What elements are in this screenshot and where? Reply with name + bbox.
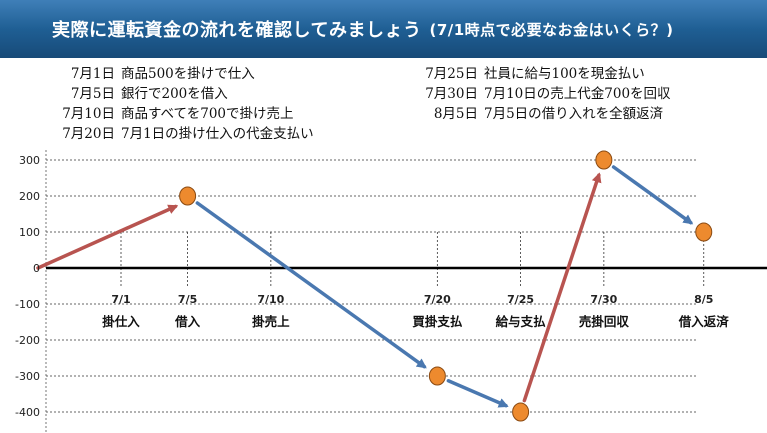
event-text: 社員に給与100を現金払い: [484, 66, 645, 82]
title-banner: [0, 0, 767, 58]
event-date: 7月20日: [62, 126, 115, 142]
event-item: 7月1日 商品500を掛けで仕入: [60, 64, 314, 84]
balance-point: [179, 186, 197, 206]
x-event-label: 掛仕入: [102, 314, 140, 329]
y-tick-label: -200: [15, 334, 40, 347]
y-tick-label: 200: [19, 190, 40, 203]
x-event-label: 給与支払: [496, 314, 547, 329]
event-text: 商品すべてを700で掛け売上: [121, 106, 294, 122]
flow-arrow: [611, 165, 694, 225]
event-date: 7月5日: [70, 86, 115, 102]
event-text: 7月10日の売上代金700を回収: [484, 86, 671, 102]
x-date-label: 7/1: [111, 293, 130, 306]
balance-point: [595, 150, 613, 170]
x-date-label: 8/5: [694, 293, 713, 306]
arrow-layer: [36, 165, 694, 408]
event-item: 7月30日 7月10日の売上代金700を回収: [422, 84, 671, 104]
x-date-label: 7/25: [507, 293, 534, 306]
y-tick-label: 100: [19, 226, 40, 239]
event-text: 商品500を掛けで仕入: [121, 66, 255, 82]
y-tick-label: 300: [19, 154, 40, 167]
banner-subtitle: (7/1時点で必要なお金はいくら？): [429, 20, 674, 39]
x-event-label: 買掛支払: [412, 314, 463, 329]
flow-arrow: [36, 204, 179, 270]
y-tick-label: 0: [33, 262, 40, 275]
event-date: 7月10日: [62, 106, 115, 122]
x-date-label: 7/10: [257, 293, 284, 306]
y-tick-label: -400: [15, 406, 40, 419]
point-layer: [179, 150, 713, 422]
y-tick-label: -100: [15, 298, 40, 311]
event-item: 7月25日 社員に給与100を現金払い: [422, 64, 671, 84]
balance-point: [428, 366, 446, 386]
event-list-right: 7月25日 社員に給与100を現金払い 7月30日 7月10日の売上代金700を回収…: [422, 64, 671, 124]
banner-title: 実際に運転資金の流れを確認してみましょう: [52, 20, 422, 41]
balance-point: [695, 222, 713, 242]
event-date: 7月30日: [425, 86, 478, 102]
grid-layer: [46, 159, 705, 413]
flow-arrow: [195, 201, 427, 369]
balance-point: [512, 402, 530, 422]
label-layer: 300 200 100 0 -100 -200 -300 -400 7/1 掛仕入 7/5 借入 7/1…: [15, 154, 729, 419]
event-item: 8月5日 7月5日の借り入れを全額返済: [422, 104, 671, 124]
x-event-label: 借入: [174, 314, 201, 329]
event-list-left: 7月1日 商品500を掛けで仕入 7月5日 銀行で200を借入 7月10日 商品すべて…: [60, 64, 314, 144]
x-event-label: 掛売上: [252, 314, 290, 329]
x-date-label: 7/5: [178, 293, 197, 306]
event-date: 8月5日: [433, 106, 478, 122]
axis-layer: [45, 150, 767, 433]
event-item: 7月5日 銀行で200を借入: [60, 84, 314, 104]
event-text: 7月5日の借り入れを全額返済: [484, 106, 664, 122]
event-date: 7月1日: [70, 66, 115, 82]
event-item: 7月10日 商品すべてを700で掛け売上: [60, 104, 314, 124]
flow-arrow: [446, 379, 509, 408]
banner-title-wrap: 実際に運転資金の流れを確認してみましょう (7/1時点で必要なお金はいくら？): [0, 0, 767, 58]
y-tick-label: -300: [15, 370, 40, 383]
event-date: 7月25日: [425, 66, 478, 82]
event-text: 7月1日の掛け仕入の代金支払い: [121, 126, 314, 142]
event-item: 7月20日 7月1日の掛け仕入の代金支払い: [60, 124, 314, 144]
x-date-label: 7/30: [590, 293, 617, 306]
x-date-label: 7/20: [424, 293, 451, 306]
event-text: 銀行で200を借入: [121, 86, 228, 102]
x-event-label: 売掛回収: [579, 314, 630, 329]
x-event-label: 借入返済: [678, 314, 730, 329]
flow-arrow: [522, 172, 602, 403]
